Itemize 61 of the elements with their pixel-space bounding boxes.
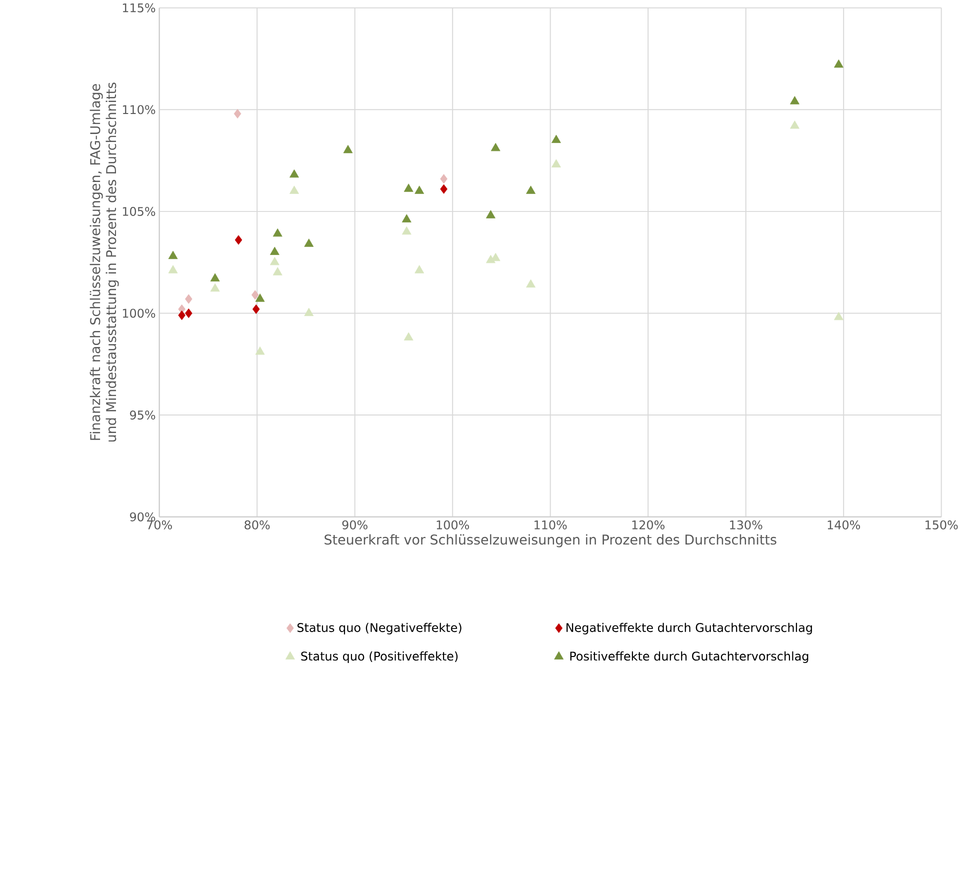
point bbox=[402, 226, 412, 234]
point bbox=[490, 142, 500, 152]
point bbox=[185, 294, 192, 304]
y-tick-label: 95% bbox=[130, 410, 156, 420]
point bbox=[790, 96, 800, 104]
x-tick-label: 90% bbox=[342, 520, 368, 530]
point bbox=[252, 304, 260, 314]
y-tick-label: 115% bbox=[122, 3, 156, 12]
point bbox=[168, 250, 178, 259]
point bbox=[270, 246, 280, 255]
x-tick-label: 150% bbox=[926, 520, 958, 530]
point bbox=[304, 308, 314, 316]
point bbox=[552, 134, 561, 143]
legend-label: Positiveffekte durch Gutachtervorschlag bbox=[570, 651, 808, 663]
point bbox=[440, 184, 448, 194]
x-tick-label: 100% bbox=[436, 520, 470, 530]
point bbox=[402, 214, 412, 222]
y-tick-label: 110% bbox=[122, 105, 156, 114]
point bbox=[255, 293, 265, 302]
y-tick-label: 90% bbox=[130, 512, 156, 522]
point bbox=[234, 108, 242, 118]
point bbox=[251, 290, 259, 300]
x-axis-title: Steuerkraft vor Schlüsselzuweisungen in Prozent des Durchschnitts bbox=[324, 534, 776, 548]
x-tick-label: 80% bbox=[244, 520, 270, 530]
x-tick-label: 120% bbox=[632, 520, 665, 530]
x-tick-label: 110% bbox=[534, 520, 567, 530]
point bbox=[404, 184, 414, 192]
point bbox=[272, 228, 282, 237]
x-tick-label: 130% bbox=[730, 520, 762, 530]
point bbox=[440, 174, 448, 184]
point bbox=[486, 210, 496, 218]
x-tick-label: 70% bbox=[147, 520, 172, 530]
point bbox=[168, 264, 178, 274]
point bbox=[834, 312, 844, 320]
point bbox=[270, 256, 280, 266]
legend-label: Status quo (Positiveffekte) bbox=[301, 651, 458, 663]
point bbox=[552, 159, 561, 168]
point bbox=[343, 144, 353, 154]
y-tick-label: 100% bbox=[122, 308, 156, 318]
x-tick-label: 140% bbox=[828, 520, 860, 530]
point bbox=[834, 59, 844, 68]
point bbox=[526, 279, 536, 288]
point bbox=[290, 169, 299, 178]
point bbox=[290, 186, 299, 194]
point bbox=[234, 235, 242, 245]
point bbox=[414, 186, 424, 194]
point bbox=[414, 264, 424, 274]
point bbox=[272, 267, 282, 276]
point bbox=[210, 283, 220, 292]
legend-label: Status quo (Negativeffekte) bbox=[297, 622, 462, 634]
y-tick-label: 105% bbox=[122, 206, 156, 216]
point bbox=[526, 186, 536, 194]
point bbox=[790, 120, 800, 129]
point bbox=[404, 332, 414, 340]
legend-label: Negativeffekte durch Gutachtervorschlag bbox=[566, 622, 812, 634]
point bbox=[255, 346, 265, 355]
point bbox=[210, 273, 220, 282]
point bbox=[178, 310, 186, 320]
point bbox=[304, 238, 314, 247]
y-axis-title: Finanzkraft nach Schlüsselzuweisungen, FAG-Umlage und Mindestausstattung in Prozent des Durchschnitts bbox=[90, 82, 119, 442]
point bbox=[185, 308, 192, 318]
